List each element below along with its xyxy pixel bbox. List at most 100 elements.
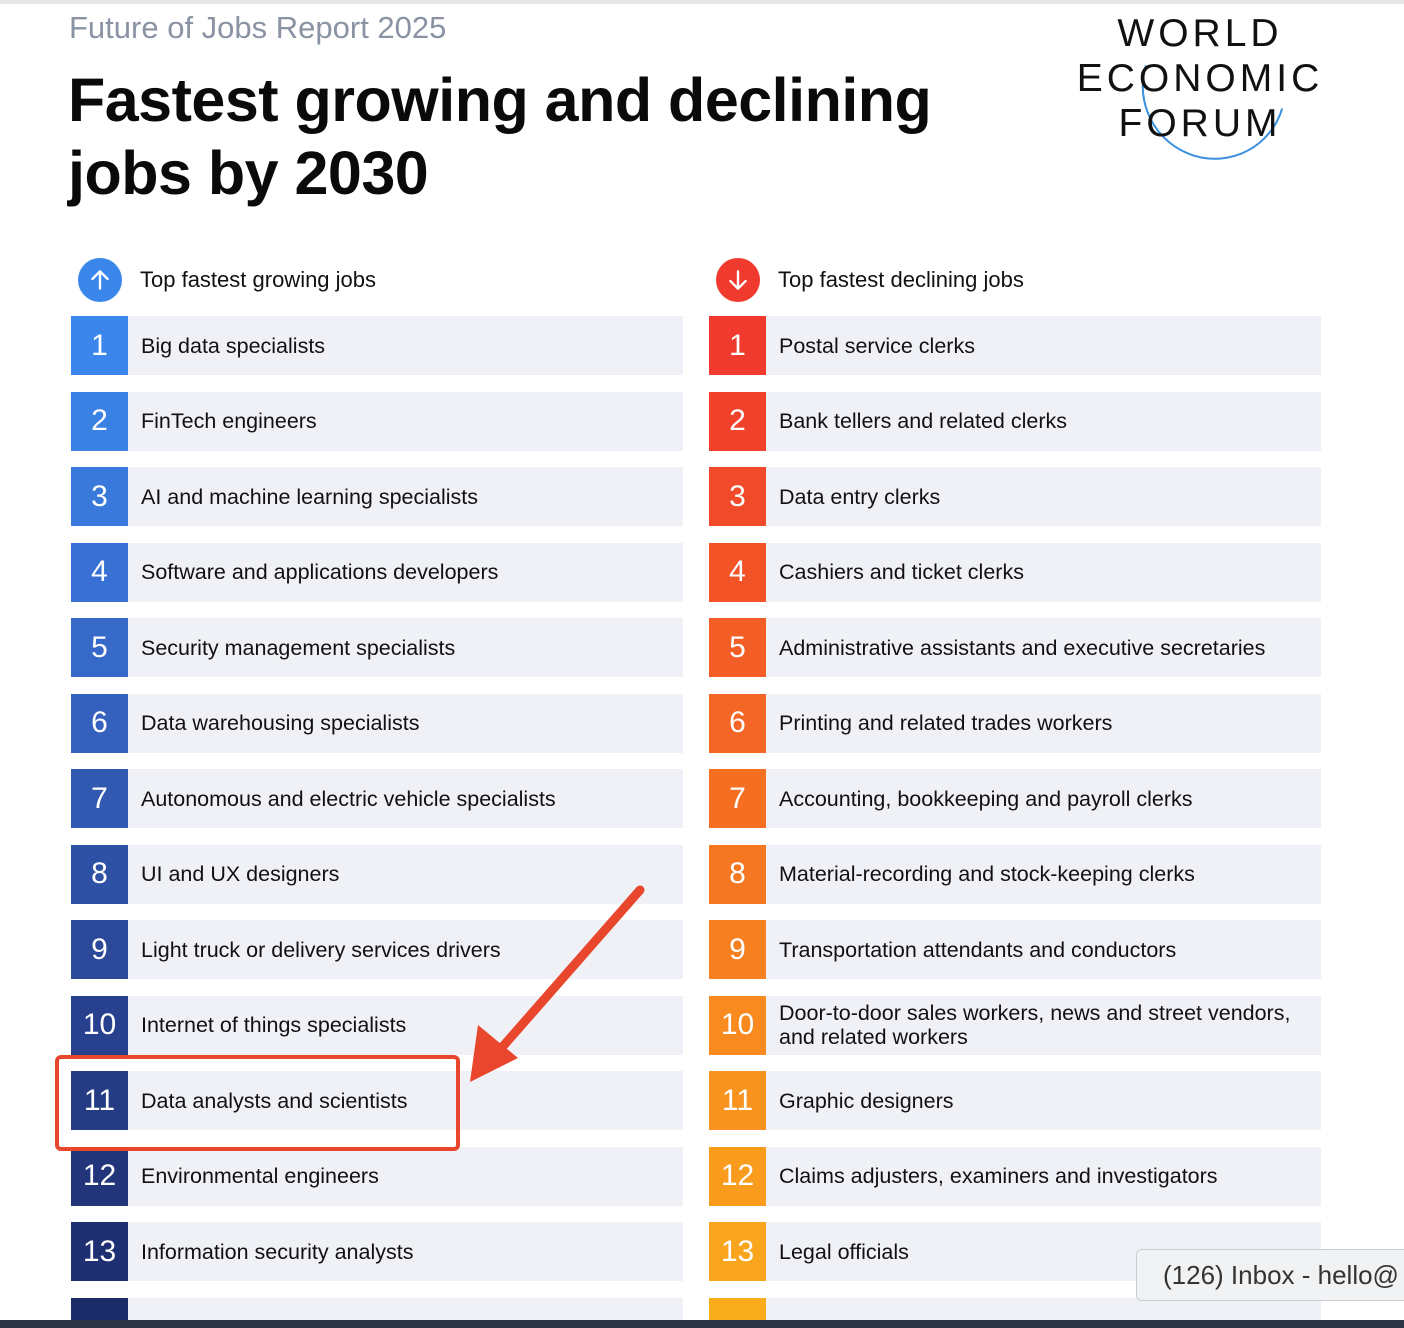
declining-heading: Top fastest declining jobs <box>716 258 1024 302</box>
growing-heading-label: Top fastest growing jobs <box>140 267 377 292</box>
declining-row: 10 Door-to-door sales workers, news and s… <box>709 995 1321 1055</box>
job-label: Environmental engineers <box>141 1164 379 1188</box>
rank-badge: 5 <box>71 618 128 677</box>
growing-row: 10 Internet of things specialists <box>71 995 683 1055</box>
rank-badge: 8 <box>709 844 766 904</box>
growing-heading: Top fastest growing jobs <box>78 258 376 302</box>
bottom-bar <box>0 1320 1404 1328</box>
job-label: Administrative assistants and executive … <box>779 635 1266 660</box>
declining-row: 1 Postal service clerks <box>709 316 1321 375</box>
arrow-down-icon <box>716 258 760 302</box>
growing-row: 1 Big data specialists <box>71 316 683 375</box>
declining-row: 4 Cashiers and ticket clerks <box>709 542 1321 602</box>
job-label: Software and applications developers <box>141 560 499 584</box>
job-label: Graphic designers <box>779 1088 954 1113</box>
rank-badge: 13 <box>71 1222 128 1281</box>
declining-row: 12 Claims adjusters, examiners and invest… <box>709 1146 1321 1206</box>
growing-row: 9 Light truck or delivery services driver… <box>71 920 683 979</box>
rank-badge: 1 <box>71 316 128 375</box>
declining-heading-label: Top fastest declining jobs <box>778 267 1024 292</box>
job-label: Cashiers and ticket clerks <box>779 560 1024 584</box>
growing-row: 4 Software and applications developers <box>71 542 683 602</box>
rank-badge: 4 <box>709 542 766 602</box>
rank-badge: 2 <box>709 391 766 451</box>
job-label: Transportation attendants and conductors <box>779 937 1177 962</box>
job-label: Light truck or delivery services drivers <box>141 937 501 962</box>
logo-line-3: FORUM <box>1118 102 1282 145</box>
growing-row: 2 FinTech engineers <box>71 391 683 451</box>
job-label: Bank tellers and related clerks <box>779 409 1068 433</box>
rank-badge: 6 <box>71 693 128 753</box>
job-label: Door-to-door sales workers, news and str… <box>779 1001 1291 1049</box>
rank-badge: 11 <box>709 1071 766 1130</box>
rank-badge: 1 <box>709 316 766 375</box>
rank-badge: 9 <box>709 920 766 979</box>
rank-badge: 5 <box>709 618 766 677</box>
growing-row: 11 Data analysts and scientists <box>71 1071 683 1130</box>
page-title: Fastest growing and declining jobs by 20… <box>68 64 1048 210</box>
job-label: Accounting, bookkeeping and payroll cler… <box>779 786 1193 811</box>
rank-badge: 7 <box>709 769 766 828</box>
growing-row: 6 Data warehousing specialists <box>71 693 683 753</box>
growing-row: 12 Environmental engineers <box>71 1146 683 1206</box>
rank-badge: 4 <box>71 542 128 602</box>
declining-row: 6 Printing and related trades workers <box>709 693 1321 753</box>
top-border <box>0 0 1404 4</box>
growing-row: 7 Autonomous and electric vehicle special… <box>71 769 683 828</box>
declining-row: 2 Bank tellers and related clerks <box>709 391 1321 451</box>
rank-badge: 10 <box>71 995 128 1055</box>
job-label: Big data specialists <box>141 333 326 358</box>
highlight-box <box>55 1055 460 1151</box>
growing-row: 5 Security management specialists <box>71 618 683 677</box>
arrow-up-icon <box>78 258 122 302</box>
declining-row: 7 Accounting, bookkeeping and payroll cle… <box>709 769 1321 828</box>
job-label: Claims adjusters, examiners and investig… <box>779 1164 1218 1188</box>
declining-row: 11 Graphic designers <box>709 1071 1321 1130</box>
job-label: Data entry clerks <box>779 484 941 509</box>
job-label: FinTech engineers <box>141 409 317 433</box>
job-label: Postal service clerks <box>779 333 975 358</box>
job-label: Information security analysts <box>141 1239 414 1264</box>
rank-badge: 6 <box>709 693 766 753</box>
rank-badge: 13 <box>709 1222 766 1281</box>
rank-badge: 2 <box>71 391 128 451</box>
logo-line-2: ECONOMIC <box>1076 57 1324 100</box>
declining-row: 3 Data entry clerks <box>709 467 1321 526</box>
report-name: Future of Jobs Report 2025 <box>69 10 447 45</box>
growing-row: 13 Information security analysts <box>71 1222 683 1281</box>
rank-badge <box>709 1298 766 1320</box>
declining-row: 9 Transportation attendants and conductor… <box>709 920 1321 979</box>
job-label: AI and machine learning specialists <box>141 484 479 509</box>
declining-row: 8 Material-recording and stock-keeping cl… <box>709 844 1321 904</box>
logo-line-1: WORLD <box>1117 12 1283 55</box>
rank-badge: 12 <box>709 1146 766 1206</box>
tab-tooltip[interactable]: (126) Inbox - hello@ <box>1136 1249 1404 1301</box>
declining-row: 5 Administrative assistants and executive… <box>709 618 1321 677</box>
rank-badge <box>71 1298 128 1320</box>
job-label: Internet of things specialists <box>141 1013 407 1037</box>
growing-row: 3 AI and machine learning specialists <box>71 467 683 526</box>
job-label: Data warehousing specialists <box>141 711 420 735</box>
rank-badge: 3 <box>709 467 766 526</box>
job-label: Legal officials <box>779 1239 909 1264</box>
job-label: Material-recording and stock-keeping cle… <box>779 862 1195 886</box>
rank-badge: 8 <box>71 844 128 904</box>
job-label: UI and UX designers <box>141 862 340 886</box>
tooltip-text: (126) Inbox - hello@ <box>1163 1259 1399 1290</box>
title-line-2: jobs by 2030 <box>68 139 429 207</box>
job-label: Data analysts and scientists <box>141 1088 408 1113</box>
title-line-1: Fastest growing and declining <box>68 66 932 134</box>
rank-badge: 7 <box>71 769 128 828</box>
rank-badge: 3 <box>71 467 128 526</box>
rank-badge: 12 <box>71 1146 128 1206</box>
growing-row-partial <box>71 1298 683 1320</box>
declining-row-partial <box>709 1298 1321 1320</box>
rank-badge: 11 <box>71 1071 128 1130</box>
job-label: Printing and related trades workers <box>779 711 1113 735</box>
job-label: Autonomous and electric vehicle speciali… <box>141 786 556 811</box>
wef-logo: WORLD ECONOMIC FORUM <box>1070 0 1330 186</box>
growing-row: 8 UI and UX designers <box>71 844 683 904</box>
rank-badge: 9 <box>71 920 128 979</box>
job-label: Security management specialists <box>141 635 456 660</box>
